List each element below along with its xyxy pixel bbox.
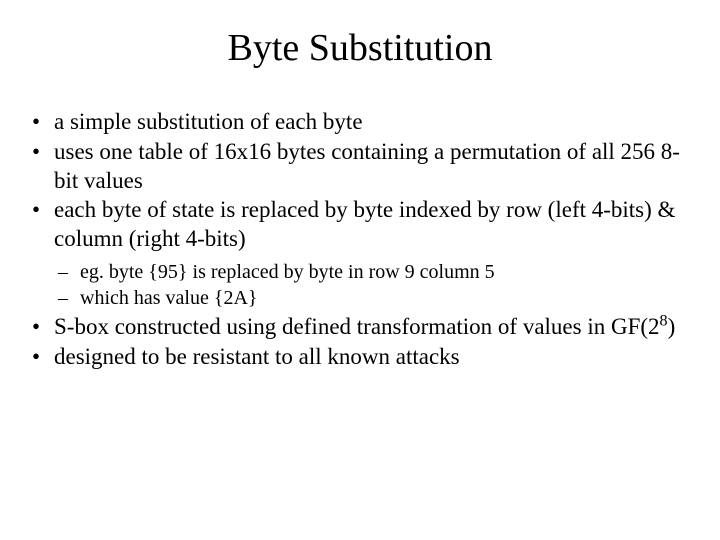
sub-bullet-list: eg. byte {95} is replaced by byte in row… xyxy=(54,260,692,311)
superscript: 8 xyxy=(660,312,668,329)
sub-bullet-item: which has value {2A} xyxy=(54,286,692,311)
bullet-item: each byte of state is replaced by byte i… xyxy=(28,196,692,311)
bullet-item: a simple substitution of each byte xyxy=(28,108,692,137)
bullet-list: a simple substitution of each byte uses … xyxy=(28,108,692,371)
bullet-item: uses one table of 16x16 bytes containing… xyxy=(28,138,692,196)
sub-bullet-item: eg. byte {95} is replaced by byte in row… xyxy=(54,260,692,285)
bullet-item: designed to be resistant to all known at… xyxy=(28,343,692,372)
bullet-text-post: ) xyxy=(668,314,676,339)
bullet-text-pre: S-box constructed using defined transfor… xyxy=(54,314,660,339)
bullet-item: S-box constructed using defined transfor… xyxy=(28,313,692,342)
bullet-text: each byte of state is replaced by byte i… xyxy=(54,197,675,251)
slide-title: Byte Substitution xyxy=(28,26,692,70)
